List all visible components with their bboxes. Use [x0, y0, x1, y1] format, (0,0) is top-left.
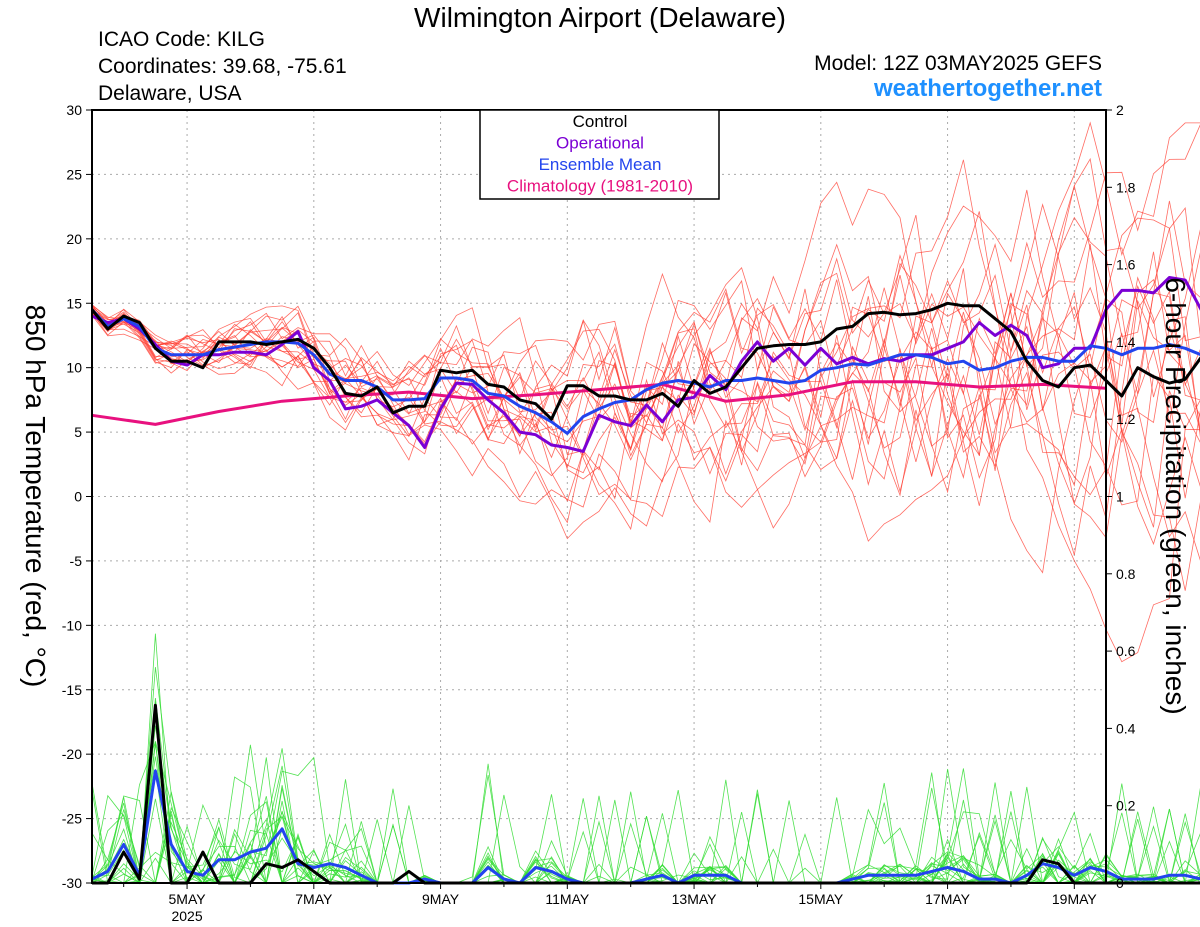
member-temp-line — [91, 216, 1200, 529]
y2-tick-label: 1.2 — [1116, 411, 1136, 427]
y-axis-title: 850 hPa Temperature (red, °C) — [20, 305, 51, 688]
y-tick-label: -20 — [62, 746, 82, 762]
member-temp-line — [91, 121, 1200, 471]
y-tick-label: 25 — [66, 166, 82, 182]
y2-tick-label: 1.8 — [1116, 179, 1136, 195]
series-ensemble-mean-precipitation — [91, 769, 1200, 885]
y2-tick-label: 1.4 — [1116, 334, 1136, 350]
y-tick-label: 10 — [66, 360, 82, 376]
y-tick-label: -15 — [62, 682, 82, 698]
legend-entry: Ensemble Mean — [539, 155, 662, 174]
x-tick-label: 9MAY — [422, 891, 460, 907]
member-temp-line — [91, 157, 1200, 475]
y-tick-label: 5 — [74, 424, 82, 440]
legend-entry: Operational — [556, 134, 644, 153]
y-tick-label: 0 — [74, 489, 82, 505]
y-tick-label: -30 — [62, 875, 82, 891]
x-tick-label: 13MAY — [672, 891, 718, 907]
legend-box — [479, 109, 720, 200]
icao-code: ICAO Code: KILG — [98, 28, 265, 51]
member-temp-line — [91, 299, 1200, 574]
x-tick-label: 11MAY — [545, 891, 589, 907]
member-temp-line — [91, 181, 1200, 561]
y2-tick-label: 0.2 — [1116, 798, 1136, 814]
x-tick-label: 15MAY — [798, 891, 844, 907]
x-tick-year: 2025 — [171, 908, 202, 924]
member-temp-line — [91, 254, 1200, 496]
series-operational — [91, 276, 1200, 453]
x-tick-label: 17MAY — [925, 891, 971, 907]
y2-tick-label: 0 — [1116, 875, 1124, 891]
y2-tick-label: 0.8 — [1116, 566, 1136, 582]
y-tick-label: -25 — [62, 811, 82, 827]
brand-link[interactable]: weathertogether.net — [873, 75, 1102, 102]
series-control — [90, 301, 1200, 421]
y2-axis-title: 6-hour Precipitation (green, inches) — [1160, 277, 1191, 714]
member-precip-line — [91, 633, 1200, 884]
region: Delaware, USA — [98, 82, 242, 105]
y2-tick-label: 1.6 — [1116, 257, 1136, 273]
y2-tick-label: 0.4 — [1116, 720, 1136, 736]
legend-layer: Control Operational Ensemble Mean Climatolo… — [479, 109, 720, 200]
member-temp-layer — [91, 121, 1200, 663]
member-temp-line — [91, 159, 1200, 663]
y-tick-label: 30 — [66, 102, 82, 118]
coordinates: Coordinates: 39.68, -75.61 — [98, 55, 347, 78]
axis-layer: 302520151050-5-10-15-20-25-3021.81.61.41… — [20, 102, 1191, 924]
y-tick-label: -5 — [70, 553, 83, 569]
member-precip-line — [91, 701, 1200, 885]
member-precip-layer — [91, 633, 1200, 885]
y-tick-label: 15 — [66, 295, 82, 311]
x-tick-label: 19MAY — [1052, 891, 1098, 907]
member-temp-line — [91, 214, 1200, 591]
series-layer — [90, 276, 1200, 885]
chart-title: Wilmington Airport (Delaware) — [414, 2, 786, 33]
series-climatology-1981-2010 — [91, 380, 1107, 426]
y-tick-label: -10 — [62, 617, 82, 633]
member-temp-line — [91, 124, 1200, 518]
plot-frame — [91, 109, 1107, 884]
legend-entry: Climatology (1981-2010) — [507, 177, 693, 196]
legend-entry: Control — [573, 112, 628, 131]
x-tick-label: 7MAY — [295, 891, 333, 907]
member-temp-line — [91, 267, 1200, 542]
y2-tick-label: 2 — [1116, 102, 1124, 118]
y-tick-label: 20 — [66, 231, 82, 247]
x-tick-label: 5MAY — [169, 891, 207, 907]
member-temp-line — [91, 243, 1200, 439]
member-precip-line — [91, 787, 1200, 884]
y2-tick-label: 0.6 — [1116, 643, 1136, 659]
member-temp-line — [91, 279, 1200, 556]
model-run: Model: 12Z 03MAY2025 GEFS — [814, 52, 1102, 75]
y2-tick-label: 1 — [1116, 489, 1124, 505]
grid-layer — [92, 110, 1106, 883]
